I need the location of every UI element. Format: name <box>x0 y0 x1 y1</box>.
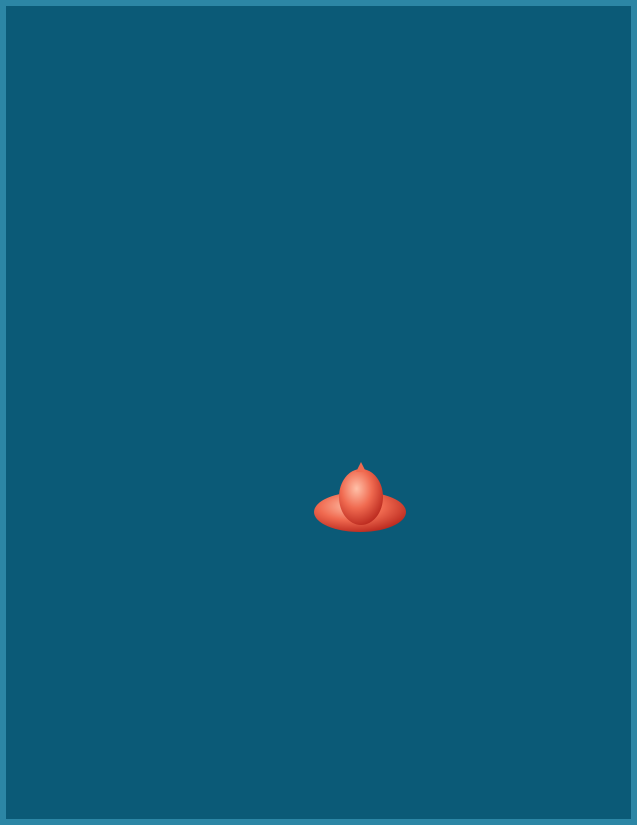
background <box>0 0 637 825</box>
icon-head <box>339 469 383 525</box>
chart <box>0 0 637 825</box>
page: {"chart_data": {"type": "line", "xlim": … <box>0 0 637 825</box>
